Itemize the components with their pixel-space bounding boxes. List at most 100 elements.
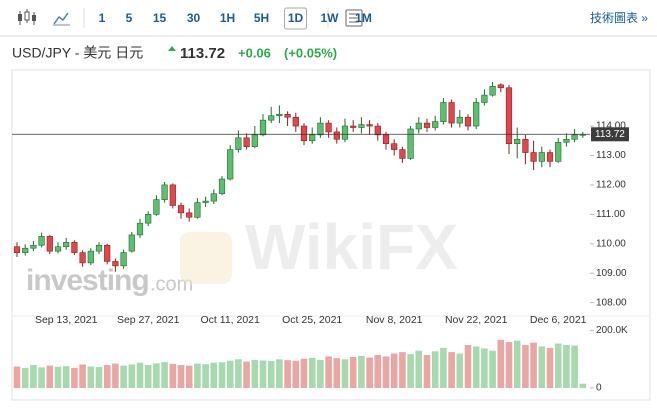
- interval-button[interactable]: 5H: [254, 11, 269, 25]
- selected-interval: [284, 7, 307, 30]
- candle-body: [530, 152, 537, 162]
- candle-body: [38, 236, 45, 246]
- volume-bar: [112, 363, 119, 388]
- interval-button[interactable]: 30: [187, 11, 201, 25]
- volume-bar: [284, 360, 291, 388]
- volume-bar: [153, 363, 160, 388]
- line-icon[interactable]: [53, 12, 70, 26]
- candle-body: [227, 149, 234, 180]
- y-tick-label: 110.00: [596, 238, 626, 249]
- x-tick-label: Oct 11, 2021: [201, 314, 261, 326]
- watermark-brand: investing: [26, 264, 149, 297]
- volume-bar: [440, 347, 447, 388]
- volume-bar: [472, 346, 480, 388]
- candle-body: [71, 242, 78, 253]
- candle-body: [63, 242, 70, 248]
- volume-bar: [448, 352, 455, 388]
- volume-bar: [292, 360, 300, 388]
- volume-bar: [79, 364, 86, 388]
- volume-bar: [259, 360, 267, 388]
- candle-body: [440, 102, 447, 122]
- interval-button[interactable]: 1: [99, 11, 106, 25]
- volume-bar: [218, 362, 226, 388]
- y-tick-label: 111.00: [596, 209, 626, 220]
- volume-bar: [366, 357, 373, 388]
- table-icon[interactable]: [345, 9, 363, 27]
- candle-body: [235, 137, 242, 150]
- volume-bar: [481, 348, 488, 388]
- y-tick-label: 108.00: [596, 297, 627, 308]
- volume-bar: [349, 357, 357, 388]
- volume-bar: [38, 367, 45, 388]
- volume-bar: [456, 353, 464, 388]
- candle-body: [177, 205, 185, 214]
- volume-bar: [431, 351, 439, 388]
- candle-body: [366, 124, 373, 127]
- y-tick-label: 112.00: [596, 180, 626, 191]
- x-tick-label: Oct 25, 2021: [282, 314, 342, 326]
- candle-body: [546, 152, 554, 162]
- volume-bar: [358, 355, 365, 388]
- candle-body: [87, 250, 94, 264]
- interval-button[interactable]: 1W: [321, 11, 340, 25]
- candle-body: [30, 244, 37, 249]
- volume-bar: [169, 363, 177, 388]
- interval-button[interactable]: 15: [153, 11, 167, 25]
- volume-tick-label: 0: [596, 383, 602, 394]
- candle-body: [522, 138, 529, 153]
- volume-bar: [161, 362, 168, 388]
- candle-body: [317, 122, 324, 136]
- tech-chart-link[interactable]: 技術圖表 »: [590, 11, 648, 25]
- volume-bar: [423, 355, 431, 388]
- volume-bar: [382, 356, 390, 388]
- candle-icon[interactable]: [18, 9, 36, 25]
- candle-body: [268, 115, 275, 121]
- volume-bar: [546, 347, 554, 388]
- candle-body: [432, 121, 439, 128]
- volume-bar: [13, 366, 21, 388]
- candle-body: [210, 193, 217, 202]
- candle-body: [571, 134, 578, 140]
- candle-body: [497, 84, 504, 89]
- candle-body: [292, 116, 299, 127]
- interval-button[interactable]: 1H: [220, 11, 235, 25]
- candle-body: [104, 244, 111, 262]
- candle-body: [22, 247, 29, 253]
- candle-body: [95, 244, 103, 252]
- candle-body: [391, 143, 398, 150]
- volume-bar: [128, 364, 136, 388]
- candle-body: [120, 252, 127, 267]
- volume-bar: [554, 343, 562, 388]
- interval-button[interactable]: 1M: [355, 11, 372, 25]
- y-tick-label: 114.00: [596, 121, 626, 132]
- volume-bar: [87, 366, 95, 388]
- candle-body: [161, 184, 168, 200]
- candle-body: [79, 252, 86, 264]
- volume-bar: [177, 365, 185, 388]
- volume-bar: [579, 383, 587, 388]
- volume-bar: [407, 354, 414, 388]
- volume-bar: [144, 365, 152, 388]
- candle-body: [374, 125, 381, 136]
- candle-body: [538, 152, 545, 162]
- volume-bar: [30, 365, 37, 388]
- candle-body: [276, 113, 283, 117]
- candle-body: [456, 116, 463, 124]
- candle-body: [136, 222, 144, 236]
- volume-bar: [308, 357, 316, 388]
- volume-bar: [563, 344, 570, 388]
- volume-bar: [120, 365, 127, 388]
- volume-tick-label: 200.0K: [596, 325, 628, 336]
- volume-bar: [235, 359, 242, 388]
- candle-body: [415, 122, 422, 130]
- volume-bar: [202, 364, 209, 388]
- up-arrow: [168, 46, 176, 51]
- candle-body: [202, 200, 209, 203]
- interval-button[interactable]: 1D: [288, 11, 304, 25]
- interval-button[interactable]: 5: [126, 11, 133, 25]
- volume-bar: [136, 362, 144, 388]
- candle-body: [481, 94, 488, 103]
- candle-body: [473, 102, 480, 127]
